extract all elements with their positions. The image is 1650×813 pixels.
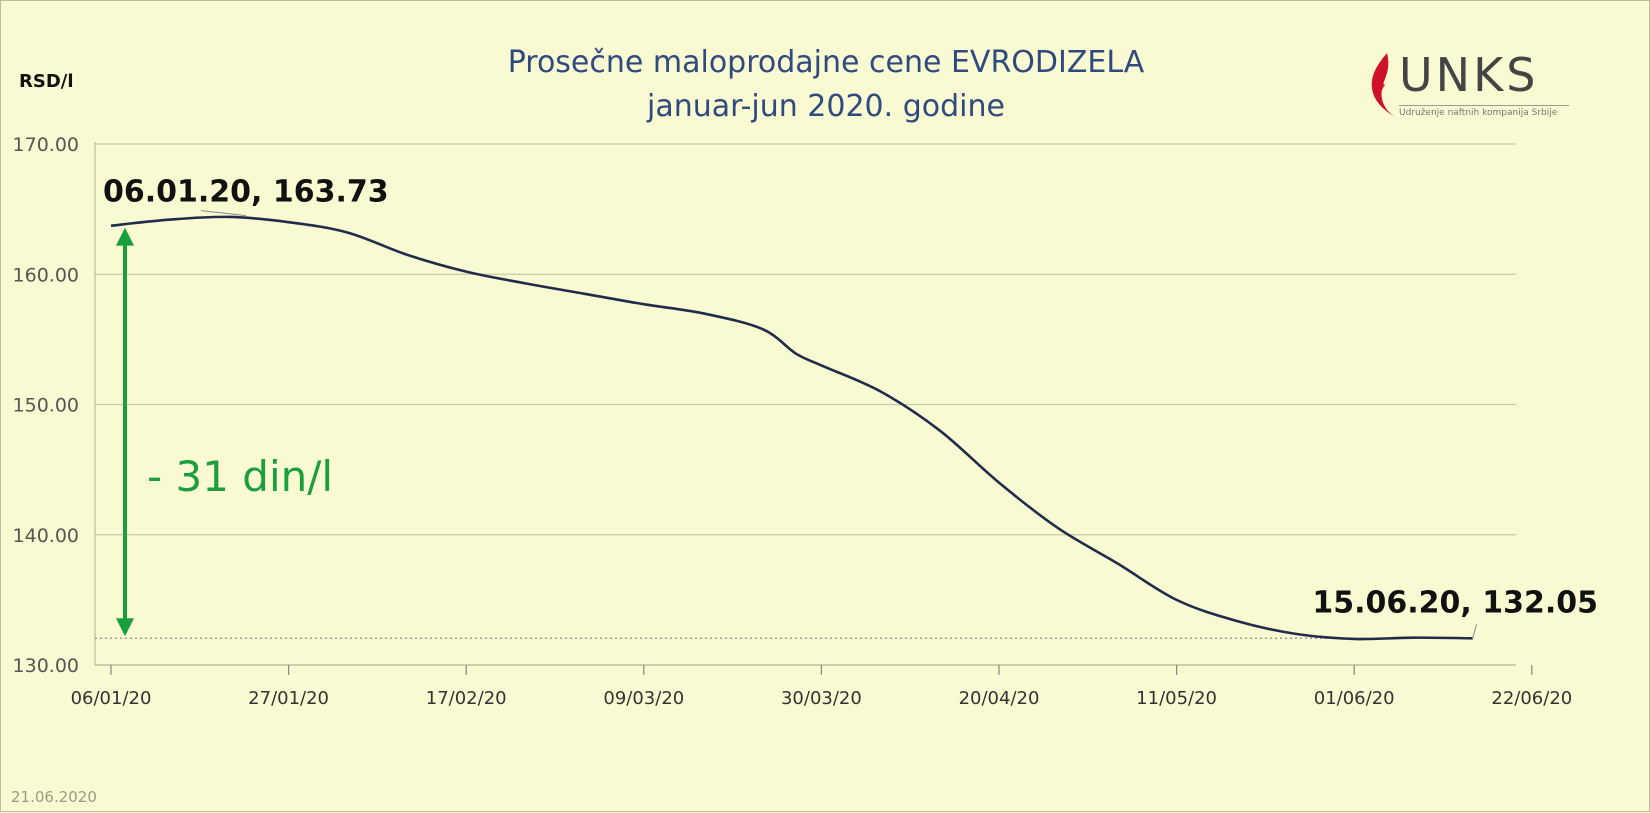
x-tick-label: 09/03/20 xyxy=(603,688,684,709)
x-tick-label: 30/03/20 xyxy=(781,688,862,709)
annotation-start: 06.01.20, 163.73 xyxy=(103,175,389,210)
x-tick-label: 06/01/20 xyxy=(71,688,152,709)
x-tick-label: 11/05/20 xyxy=(1136,688,1217,709)
y-tick-label: 160.00 xyxy=(13,264,79,286)
arrow-head-top xyxy=(116,228,134,246)
x-tick-label: 17/02/20 xyxy=(426,688,507,709)
y-tick-label: 130.00 xyxy=(13,655,79,677)
footer-date: 21.06.2020 xyxy=(11,788,97,806)
annotation-end-leader xyxy=(1473,624,1477,638)
annotation-end: 15.06.20, 132.05 xyxy=(1312,585,1598,620)
series-line xyxy=(111,217,1473,639)
y-tick-label: 140.00 xyxy=(13,525,79,547)
price-drop-label: - 31 din/l xyxy=(147,452,333,501)
x-tick-label: 01/06/20 xyxy=(1314,688,1395,709)
x-tick-label: 22/06/20 xyxy=(1491,688,1572,709)
y-tick-label: 170.00 xyxy=(13,134,79,156)
annotation-start-leader xyxy=(201,211,246,216)
x-tick-label: 27/01/20 xyxy=(248,688,329,709)
arrow-head-bottom xyxy=(116,618,134,636)
y-tick-label: 150.00 xyxy=(13,395,79,417)
x-tick-label: 20/04/20 xyxy=(959,688,1040,709)
